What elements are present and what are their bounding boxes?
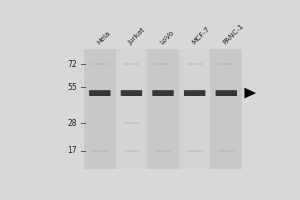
Bar [187, 150, 203, 152]
Bar [92, 63, 108, 65]
Bar [116, 49, 147, 169]
Text: MCF-7: MCF-7 [190, 25, 211, 46]
Polygon shape [244, 88, 256, 98]
Bar [124, 150, 139, 152]
Bar [211, 49, 242, 169]
Bar [147, 49, 179, 169]
Bar [124, 122, 139, 124]
FancyBboxPatch shape [184, 90, 206, 96]
FancyBboxPatch shape [121, 90, 142, 96]
Bar [179, 49, 211, 169]
Bar [218, 63, 234, 65]
FancyBboxPatch shape [152, 90, 174, 96]
Text: 72: 72 [68, 60, 77, 69]
FancyBboxPatch shape [89, 90, 110, 96]
Text: Hela: Hela [96, 30, 111, 46]
Text: 55: 55 [67, 83, 77, 92]
FancyBboxPatch shape [216, 90, 237, 96]
Bar [92, 150, 108, 152]
Bar [84, 49, 116, 169]
Text: 17: 17 [68, 146, 77, 155]
Bar [155, 63, 171, 65]
Bar [187, 63, 203, 65]
Bar [155, 150, 171, 152]
Text: 28: 28 [68, 119, 77, 128]
Text: PANC-1: PANC-1 [222, 22, 245, 46]
Text: LoVo: LoVo [159, 29, 175, 46]
Text: Jurkat: Jurkat [127, 26, 146, 46]
Bar [218, 150, 234, 152]
Bar [124, 63, 139, 65]
